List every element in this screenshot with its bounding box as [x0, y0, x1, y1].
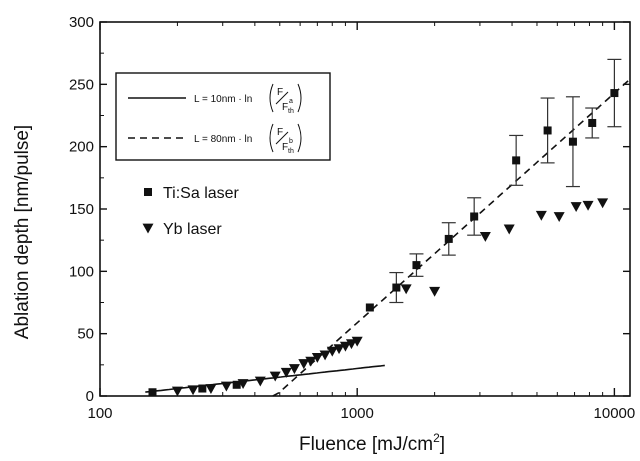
yb-point-8 [288, 364, 300, 375]
yb-point-9 [298, 359, 310, 370]
yb-point-14 [333, 344, 345, 355]
y-tick-label: 50 [77, 326, 94, 343]
yb-point-17 [351, 336, 363, 347]
yb-point-16 [345, 339, 357, 350]
tisa-point-10 [568, 137, 577, 146]
x-tick-label: 100 [87, 405, 112, 422]
fraction-superscript: b [289, 138, 293, 145]
tisa-point-8 [512, 156, 521, 165]
yb-point-18 [400, 284, 412, 295]
y-tick-label: 0 [86, 388, 94, 405]
yb-point-10 [305, 356, 317, 367]
paren-left [269, 83, 274, 113]
tisa-point-5 [412, 261, 421, 270]
fraction-slash [275, 131, 289, 145]
yb-point-2 [205, 384, 217, 395]
yb-point-21 [503, 224, 515, 235]
fraction-numerator: F [277, 87, 283, 98]
yb-point-20 [479, 232, 491, 242]
legend-frame [115, 72, 331, 161]
yb-point-3 [220, 381, 232, 392]
legend-formula-1: L = 10nm · ln [194, 94, 252, 105]
yb-point-24 [570, 202, 582, 213]
tisa-point-11 [588, 118, 597, 127]
tisa-point-2 [232, 380, 241, 389]
y-tick-label: 250 [69, 76, 94, 93]
tisa-point-3 [365, 303, 374, 312]
paren-right [297, 83, 302, 113]
yb-point-19 [429, 286, 441, 297]
fraction-superscript: a [289, 98, 293, 105]
tisa-point-12 [610, 89, 619, 98]
x-tick-label: 10000 [594, 405, 636, 422]
fraction-denominator: F [282, 142, 288, 153]
data-markers [148, 58, 622, 397]
legend-marker-2 [142, 223, 154, 234]
y-tick-label: 100 [69, 263, 94, 280]
tisa-point-9 [543, 126, 552, 135]
yb-point-4 [237, 379, 249, 390]
fraction-numerator: F [277, 127, 283, 138]
yb-point-15 [339, 341, 351, 352]
legend-label-2: Yb laser [163, 221, 222, 238]
tisa-point-6 [444, 234, 453, 243]
tisa-point-0 [148, 388, 157, 397]
fit-line-1 [145, 364, 385, 393]
y-tick-label: 300 [69, 14, 94, 31]
yb-point-5 [254, 376, 266, 387]
yb-point-11 [311, 352, 323, 363]
x-tick-label: 1000 [341, 405, 374, 422]
paren-left [269, 123, 274, 153]
yb-point-13 [326, 346, 338, 357]
legend-label-1: Ti:Sa laser [163, 185, 240, 202]
tisa-point-4 [392, 283, 401, 292]
fit-lines [145, 78, 631, 397]
fit-line-2 [272, 78, 631, 397]
yb-point-23 [553, 212, 565, 222]
yb-point-6 [269, 371, 281, 382]
yb-point-26 [597, 198, 609, 209]
yb-point-0 [171, 386, 183, 397]
yb-point-1 [187, 385, 199, 396]
yb-point-25 [582, 200, 594, 211]
legend-marker-1 [144, 188, 152, 196]
y-tick-label: 200 [69, 139, 94, 156]
yb-point-7 [280, 367, 292, 378]
fraction-slash [275, 91, 289, 105]
fraction-subscript: th [288, 108, 294, 115]
paren-right [297, 123, 302, 153]
yb-point-22 [535, 210, 547, 221]
y-axis-label: Ablation depth [nm/pulse] [12, 125, 33, 339]
tisa-point-1 [198, 384, 207, 393]
marker-legend: Ti:Sa laser Yb laser [142, 185, 240, 238]
axes: 0 50 100 150 200 250 300 100 1000 10000 [69, 14, 635, 422]
x-axis-label: Fluence [mJ/cm2] [299, 431, 445, 455]
yb-point-12 [319, 350, 331, 361]
tisa-point-7 [470, 212, 479, 221]
y-tick-label: 150 [69, 201, 94, 218]
fraction-denominator: F [282, 102, 288, 113]
fraction-subscript: th [288, 148, 294, 155]
legend-formula-2: L = 80nm · ln [194, 134, 252, 145]
